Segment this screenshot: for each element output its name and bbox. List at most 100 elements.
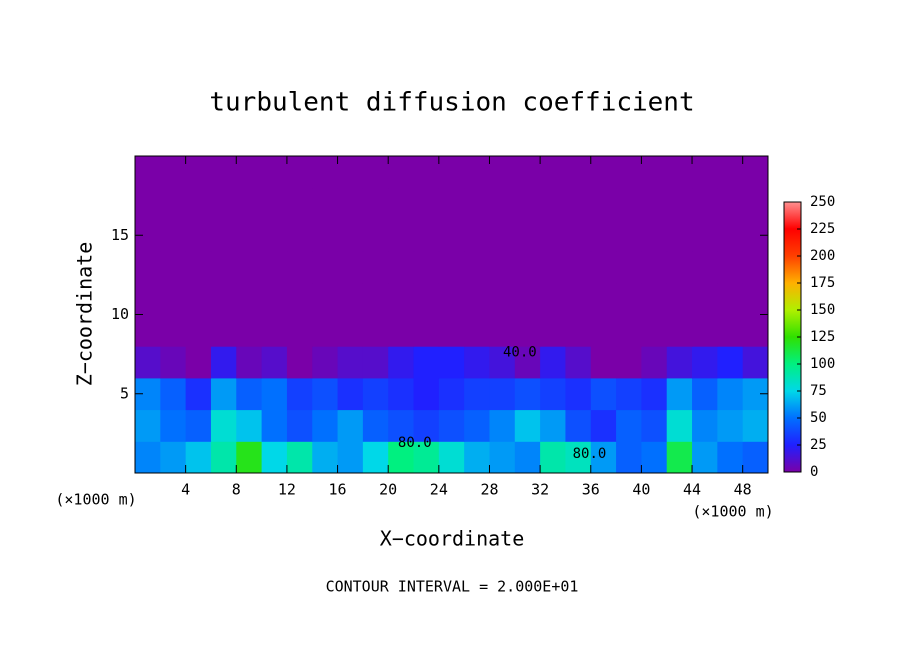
heatmap-cell [565, 251, 592, 284]
heatmap-cell [236, 187, 263, 220]
heatmap-cell [692, 409, 718, 442]
colorbar-tick-label: 250 [810, 194, 835, 210]
heatmap-cell [717, 377, 744, 411]
heatmap-cell [286, 441, 313, 474]
heatmap-cell [160, 441, 187, 474]
heatmap-cell [135, 314, 161, 347]
heatmap-cell [185, 251, 212, 284]
y-tick-label: 5 [120, 384, 129, 402]
heatmap-cell [337, 156, 364, 189]
heatmap-cell [540, 219, 566, 252]
heatmap-cell [590, 219, 617, 252]
heatmap-cell [286, 251, 313, 284]
heatmap-cell [666, 187, 693, 220]
heatmap-cell [286, 219, 313, 252]
heatmap-cell [666, 219, 693, 252]
heatmap-cell [160, 314, 187, 347]
heatmap-cell [514, 346, 541, 379]
heatmap-cell [413, 314, 440, 347]
heatmap-cell [286, 156, 313, 189]
heatmap-cell [616, 251, 642, 284]
heatmap-cell [717, 251, 744, 284]
heatmap-cell [464, 314, 490, 347]
heatmap-cell [362, 441, 389, 474]
heatmap-cell [565, 377, 592, 411]
heatmap-cell [438, 219, 465, 252]
heatmap-cell [464, 409, 490, 442]
heatmap-cell [742, 187, 769, 220]
heatmap-cell [641, 409, 668, 442]
footer-note: CONTOUR INTERVAL = 2.000E+01 [326, 578, 579, 596]
heatmap-cell [692, 282, 718, 315]
chart-title: turbulent diffusion coefficient [209, 88, 694, 118]
heatmap-cell [388, 409, 415, 442]
heatmap-cell [641, 377, 668, 411]
heatmap-cell [565, 409, 592, 442]
heatmap-cell [464, 187, 490, 220]
x-axis-label: X−coordinate [380, 527, 525, 551]
heatmap-cell [514, 377, 541, 411]
heatmap-cell [692, 251, 718, 284]
heatmap-cell [489, 377, 516, 411]
heatmap-cell [286, 409, 313, 442]
heatmap-cell [388, 441, 415, 474]
x-tick-label: 40 [632, 481, 650, 499]
heatmap-cell [388, 377, 415, 411]
heatmap-cell [210, 441, 237, 474]
heatmap-cell [413, 377, 440, 411]
x-tick-label: 20 [379, 481, 397, 499]
heatmap-cell [236, 314, 263, 347]
colorbar-tick-label: 100 [810, 356, 835, 372]
heatmap-cell [185, 187, 212, 220]
heatmap-cell [210, 219, 237, 252]
heatmap-cell [362, 282, 389, 315]
heatmap-cell [236, 441, 263, 474]
x-tick-label: 4 [181, 481, 190, 499]
heatmap-cell [666, 346, 693, 379]
x-tick-label: 8 [232, 481, 241, 499]
heatmap-cell [312, 251, 339, 284]
heatmap-cell [641, 441, 668, 474]
heatmap-cell [312, 314, 339, 347]
heatmap-cell [388, 346, 415, 379]
heatmap-cell [489, 409, 516, 442]
x-tick-label: 36 [582, 481, 600, 499]
heatmap-cell [565, 282, 592, 315]
heatmap-cell [388, 314, 415, 347]
heatmap-cell [742, 314, 769, 347]
heatmap-cell [692, 219, 718, 252]
heatmap-cell [742, 409, 769, 442]
heatmap-cell [489, 282, 516, 315]
heatmap-cell [388, 282, 415, 315]
x-tick-label: 24 [430, 481, 448, 499]
heatmap-cell [666, 282, 693, 315]
heatmap-cell [514, 441, 541, 474]
heatmap-cell [464, 346, 490, 379]
colorbar-tick-label: 225 [810, 221, 835, 237]
heatmap-cell [489, 251, 516, 284]
colorbar-tick-label: 25 [810, 437, 827, 453]
heatmap-cell [210, 377, 237, 411]
heatmap-cell [135, 187, 161, 220]
heatmap-cell [438, 346, 465, 379]
heatmap-cell [337, 377, 364, 411]
heatmap-cell [210, 156, 237, 189]
heatmap-cell [540, 282, 566, 315]
heatmap-cell [261, 251, 288, 284]
heatmap-cell [413, 156, 440, 189]
colorbar-tick-label: 150 [810, 302, 835, 318]
colorbar-tick-label: 50 [810, 410, 827, 426]
heatmap-cell [717, 187, 744, 220]
colorbar-tick-label: 0 [810, 464, 818, 480]
heatmap-cell [160, 409, 187, 442]
heatmap-cell [641, 314, 668, 347]
colorbar-tick-label: 175 [810, 275, 835, 291]
heatmap-cell [616, 441, 642, 474]
heatmap-cell [565, 219, 592, 252]
heatmap-cell [236, 377, 263, 411]
heatmap-cell [438, 282, 465, 315]
heatmap-cell [261, 314, 288, 347]
heatmap-cell [692, 314, 718, 347]
heatmap-cell [185, 377, 212, 411]
contour-label: 80.0 [398, 435, 432, 451]
